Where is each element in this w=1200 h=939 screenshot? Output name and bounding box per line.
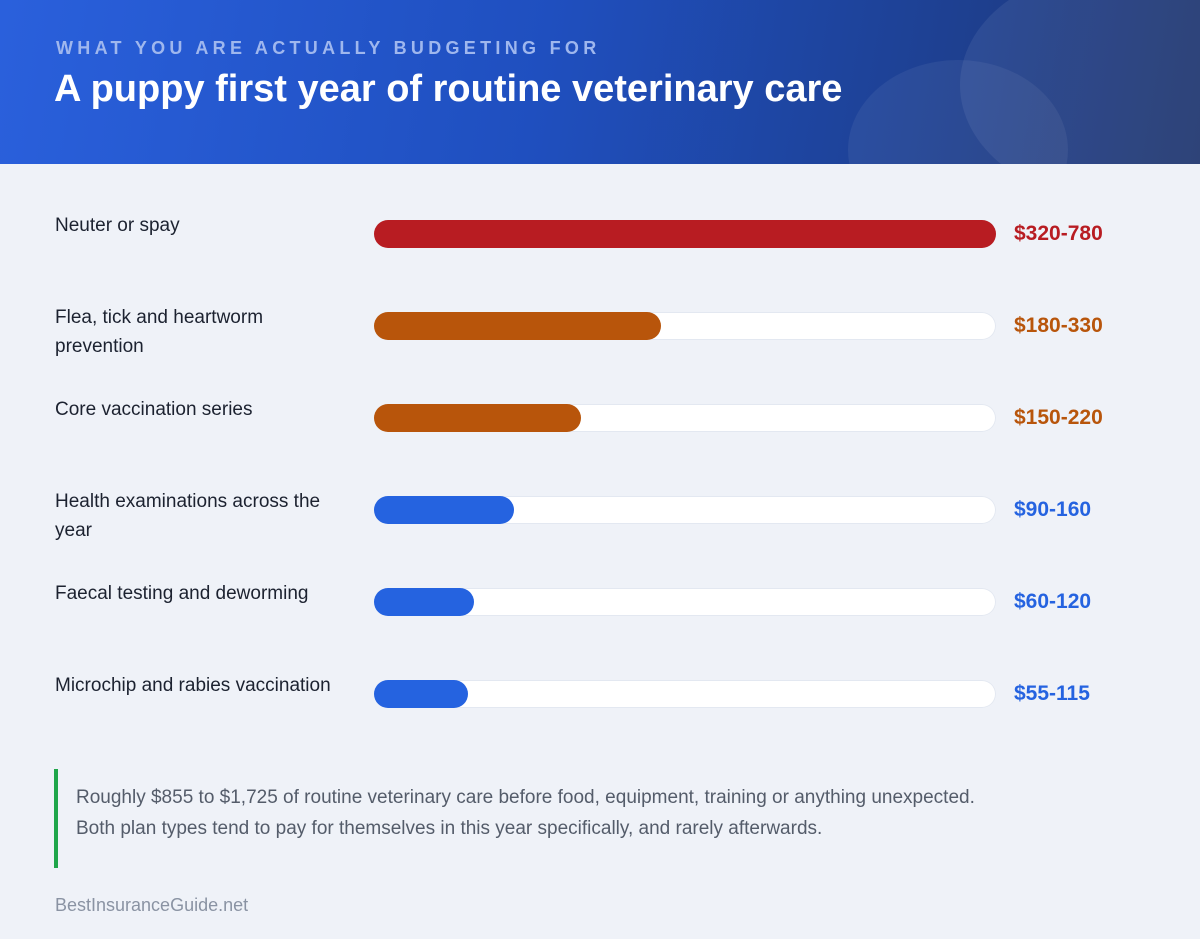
- bar-track: [374, 588, 996, 616]
- header-banner: WHAT YOU ARE ACTUALLY BUDGETING FOR A pu…: [0, 0, 1200, 164]
- bar-label: Flea, tick and heartworm prevention: [55, 307, 264, 357]
- eyebrow-text: WHAT YOU ARE ACTUALLY BUDGETING FOR: [56, 38, 601, 58]
- bar-value-label: $60-120: [1014, 590, 1092, 613]
- bar-track: [374, 496, 996, 524]
- summary-note: Roughly $855 to $1,725 of routine veteri…: [54, 769, 1018, 868]
- bar: [374, 312, 661, 340]
- bar-value-label: $150-220: [1014, 406, 1103, 429]
- bar-label: Microchip and rabies vaccination: [55, 675, 331, 696]
- decorative-circle: [960, 0, 1200, 164]
- bar-label: Faecal testing and deworming: [55, 583, 309, 604]
- bar-label: Health examinations across the year: [55, 491, 321, 541]
- bar: [374, 680, 468, 708]
- bar: [374, 496, 514, 524]
- bar-value-label: $180-330: [1014, 314, 1103, 337]
- bar-value-label: $55-115: [1014, 682, 1090, 705]
- bar-value-label: $320-780: [1014, 222, 1103, 245]
- bar: [374, 220, 996, 248]
- source-credit: BestInsuranceGuide.net: [55, 895, 249, 915]
- bar-track: [374, 312, 996, 340]
- bar-label: Core vaccination series: [55, 399, 253, 420]
- bar: [374, 588, 474, 616]
- page-title: A puppy first year of routine veterinary…: [54, 68, 843, 110]
- bar-track: [374, 220, 996, 248]
- bar-track: [374, 680, 996, 708]
- cost-bar-chart: Neuter or spay $320-780 Flea, tick and hea…: [0, 164, 1200, 744]
- bar-value-label: $90-160: [1014, 498, 1092, 521]
- bar: [374, 404, 581, 432]
- bar-track: [374, 404, 996, 432]
- summary-note-text: Roughly $855 to $1,725 of routine veteri…: [76, 787, 975, 839]
- bar-label: Neuter or spay: [55, 215, 180, 236]
